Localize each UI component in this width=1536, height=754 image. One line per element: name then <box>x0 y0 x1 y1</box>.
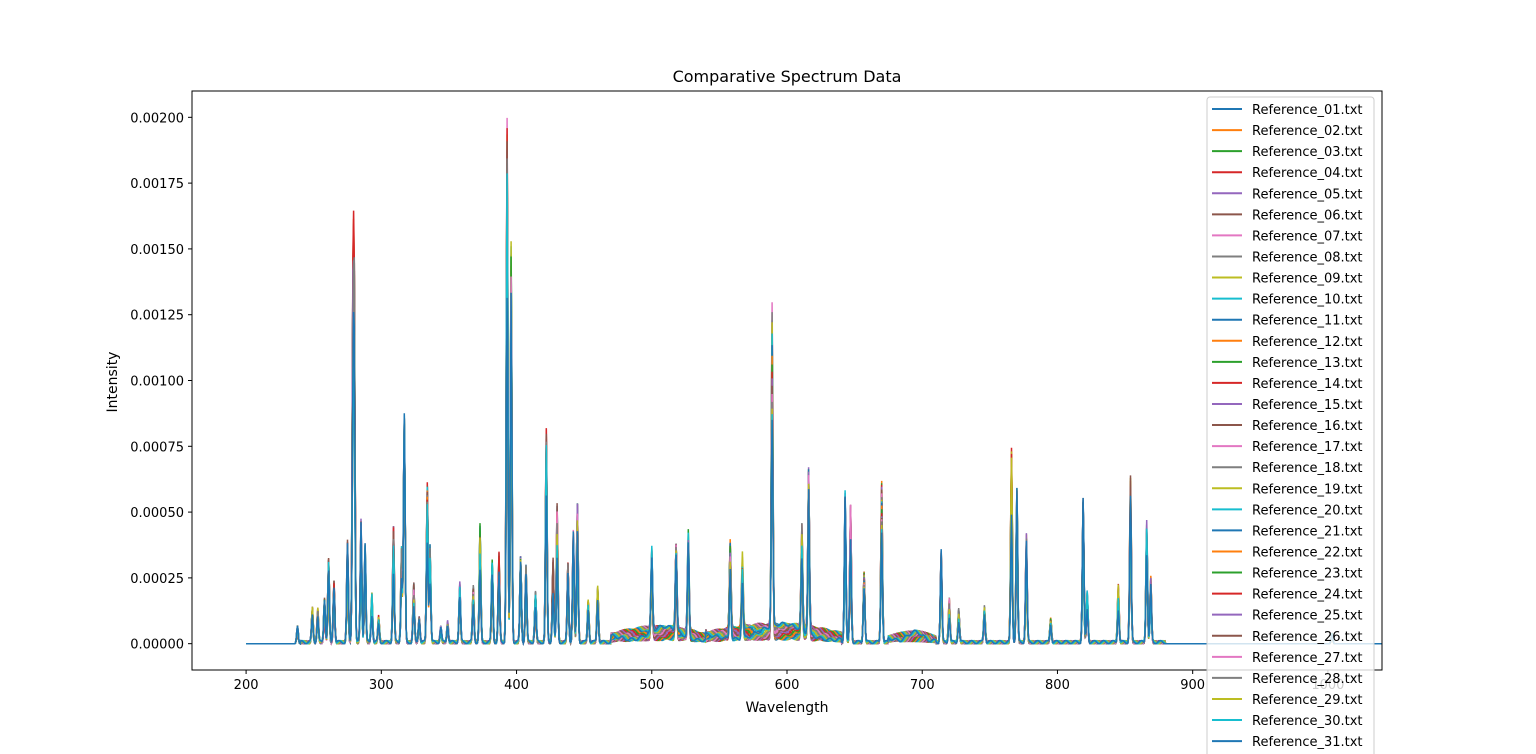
legend-entry: Reference_07.txt <box>1252 229 1363 244</box>
y-axis: 0.00000 0.00025 0.00050 0.00075 0.00100 0.001… <box>130 111 192 653</box>
legend-entry: Reference_16.txt <box>1252 419 1363 434</box>
legend-entry: Reference_03.txt <box>1252 145 1363 160</box>
chart-title: Comparative Spectrum Data <box>673 67 902 86</box>
legend-entry: Reference_15.txt <box>1252 398 1363 413</box>
x-axis-label: Wavelength <box>745 700 828 716</box>
x-tick-label: 700 <box>910 678 935 693</box>
legend-entry: Reference_22.txt <box>1252 545 1363 560</box>
x-tick-label: 200 <box>234 678 259 693</box>
legend-entry: Reference_04.txt <box>1252 166 1363 181</box>
legend-entry: Reference_28.txt <box>1252 672 1363 687</box>
legend-entry: Reference_06.txt <box>1252 208 1363 223</box>
legend-entry: Reference_20.txt <box>1252 503 1363 518</box>
y-tick-label: 0.00125 <box>130 309 184 324</box>
y-tick-label: 0.00100 <box>130 375 184 390</box>
legend-entry: Reference_30.txt <box>1252 714 1363 729</box>
legend-entry: Reference_26.txt <box>1252 630 1363 645</box>
y-tick-label: 0.00025 <box>130 572 184 587</box>
y-tick-label: 0.00050 <box>130 506 184 521</box>
legend-entry: Reference_23.txt <box>1252 567 1363 582</box>
legend-entry: Reference_12.txt <box>1252 335 1363 350</box>
y-tick-label: 0.00150 <box>130 243 184 258</box>
x-tick-label: 600 <box>775 678 800 693</box>
x-tick-label: 400 <box>504 678 529 693</box>
legend-entry: Reference_13.txt <box>1252 356 1363 371</box>
legend-entry: Reference_01.txt <box>1252 103 1363 118</box>
legend-entry: Reference_25.txt <box>1252 609 1363 624</box>
legend: Reference_01.txt Reference_02.txt Referenc… <box>1206 96 1375 754</box>
legend-entry: Reference_10.txt <box>1252 293 1363 308</box>
legend-entry: Reference_31.txt <box>1252 735 1363 750</box>
x-tick-label: 800 <box>1045 678 1070 693</box>
y-tick-label: 0.00075 <box>130 440 184 455</box>
y-axis-label: Intensity <box>105 352 121 413</box>
legend-entry: Reference_08.txt <box>1252 250 1363 265</box>
series-line-31 <box>246 292 1382 647</box>
y-tick-label: 0.00175 <box>130 177 184 192</box>
legend-box <box>1206 96 1375 754</box>
legend-entry: Reference_02.txt <box>1252 124 1363 139</box>
x-tick-label: 900 <box>1180 678 1205 693</box>
legend-entry: Reference_11.txt <box>1252 314 1363 329</box>
y-tick-label: 0.00200 <box>130 111 184 126</box>
x-tick-label: 300 <box>369 678 394 693</box>
x-axis: 2003004005006007008009001000 <box>234 670 1344 693</box>
legend-entry: Reference_14.txt <box>1252 377 1363 392</box>
legend-entry: Reference_19.txt <box>1252 482 1363 497</box>
plot-frame <box>191 90 1383 671</box>
legend-entry: Reference_17.txt <box>1252 440 1363 455</box>
legend-entry: Reference_05.txt <box>1252 187 1363 202</box>
x-tick-label: 500 <box>639 678 664 693</box>
legend-entry: Reference_09.txt <box>1252 272 1363 287</box>
plot-lines <box>246 117 1382 647</box>
legend-entry: Reference_18.txt <box>1252 461 1363 476</box>
legend-entry: Reference_29.txt <box>1252 693 1363 708</box>
y-tick-label: 0.00000 <box>130 638 184 653</box>
legend-entry: Reference_24.txt <box>1252 588 1363 603</box>
legend-entry: Reference_27.txt <box>1252 651 1363 666</box>
legend-entry: Reference_21.txt <box>1252 524 1363 539</box>
